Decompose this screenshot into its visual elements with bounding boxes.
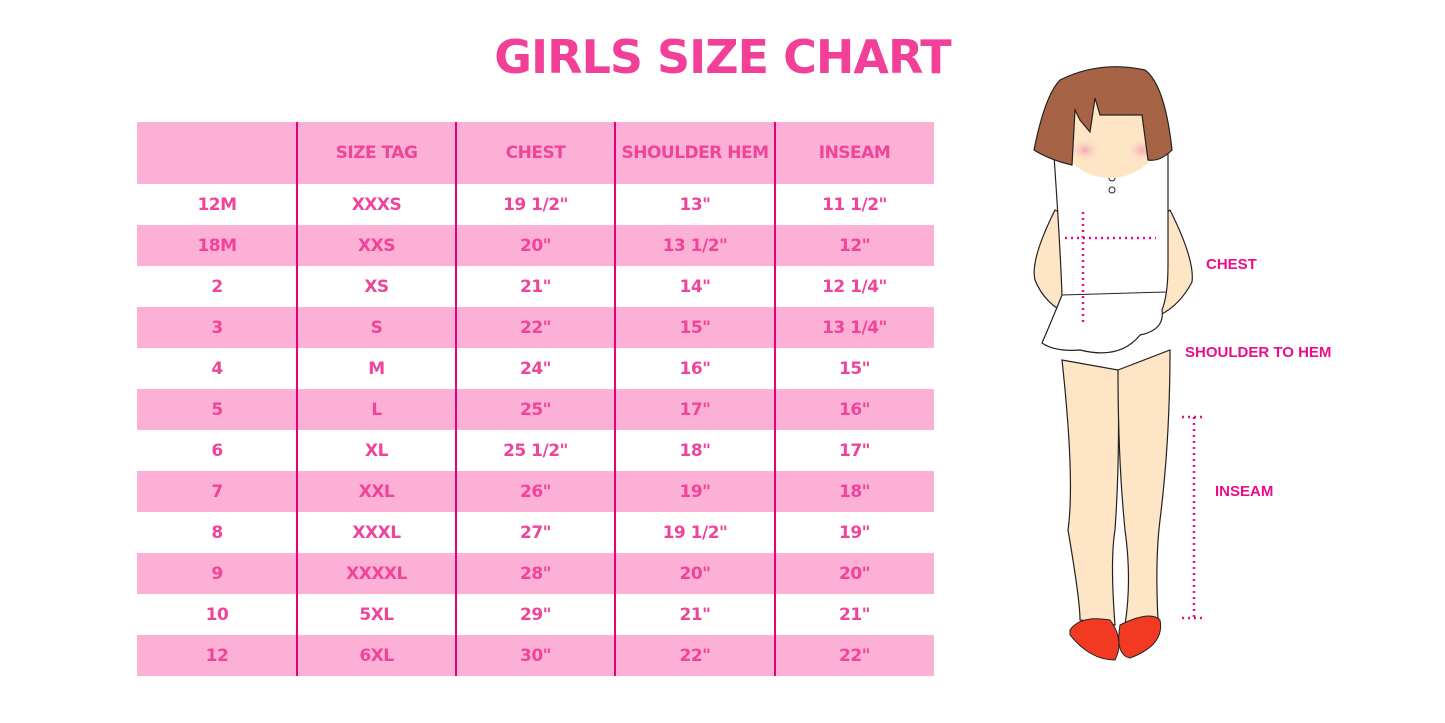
value-cell: 27" <box>519 522 552 543</box>
value-cell: 13 1/4" <box>822 317 887 338</box>
value-cell: XXL <box>358 481 395 502</box>
table-row: 10 5XL 29" 21" 21" <box>137 594 934 635</box>
value-cell: XS <box>364 276 389 297</box>
value-cell: 5XL <box>359 604 394 625</box>
value-cell: 18" <box>679 440 711 461</box>
value-cell: 21" <box>519 276 552 297</box>
value-cell: 12" <box>838 235 871 256</box>
value-cell: 21" <box>679 604 711 625</box>
value-cell: 30" <box>519 645 552 666</box>
value-cell: XXXS <box>351 194 402 215</box>
value-cell: 25" <box>519 399 552 420</box>
size-cell: 8 <box>211 522 223 543</box>
value-cell: 26" <box>519 481 552 502</box>
column-divider <box>296 122 298 676</box>
value-cell: XXXL <box>352 522 401 543</box>
table-row: 9 XXXXL 28" 20" 20" <box>137 553 934 594</box>
page-title: GIRLS SIZE CHART <box>494 30 951 84</box>
value-cell: 25 1/2" <box>503 440 568 461</box>
size-cell: 12 <box>205 645 229 666</box>
size-cell: 2 <box>211 276 223 297</box>
size-cell: 18M <box>197 235 237 256</box>
inseam-label: INSEAM <box>1215 483 1274 500</box>
girl-measurement-illustration <box>1033 66 1202 661</box>
size-cell: 10 <box>205 604 229 625</box>
size-cell: 3 <box>211 317 223 338</box>
size-cell: 7 <box>211 481 223 502</box>
table-row: 5 L 25" 17" 16" <box>137 389 934 430</box>
table-row: 12M XXXS 19 1/2" 13" 11 1/2" <box>137 184 934 225</box>
value-cell: 20" <box>838 563 871 584</box>
value-cell: 13 1/2" <box>662 235 728 256</box>
header-cell: CHEST <box>505 143 566 163</box>
value-cell: 18" <box>838 481 871 502</box>
size-cell: 4 <box>211 358 223 379</box>
right-shoe <box>1118 615 1162 659</box>
table-row: 7 XXL 26" 19" 18" <box>137 471 934 512</box>
size-cell: 6 <box>211 440 223 461</box>
size-cell: 5 <box>211 399 223 420</box>
value-cell: 19 1/2" <box>662 522 728 543</box>
value-cell: XL <box>365 440 388 461</box>
value-cell: M <box>368 358 385 379</box>
size-cell: 12M <box>197 194 237 215</box>
value-cell: 20" <box>519 235 552 256</box>
value-cell: 19" <box>679 481 711 502</box>
value-cell: 22" <box>838 645 871 666</box>
column-divider <box>774 122 776 676</box>
value-cell: 14" <box>679 276 711 297</box>
header-cell: SHOULDER HEM <box>621 143 769 163</box>
header-cell: INSEAM <box>818 143 891 163</box>
table-row: 8 XXXL 27" 19 1/2" 19" <box>137 512 934 553</box>
left-shoe <box>1069 618 1120 661</box>
value-cell: 13" <box>679 194 711 215</box>
value-cell: 19 1/2" <box>503 194 568 215</box>
waistline <box>1061 291 1168 296</box>
value-cell: 29" <box>519 604 552 625</box>
value-cell: 22" <box>519 317 552 338</box>
blush <box>1069 138 1101 162</box>
value-cell: 20" <box>679 563 711 584</box>
hair <box>1033 66 1173 166</box>
table-row: 12 6XL 30" 22" 22" <box>137 635 934 676</box>
value-cell: 21" <box>838 604 871 625</box>
table-row: 4 M 24" 16" 15" <box>137 348 934 389</box>
size-table: SIZE TAG CHEST SHOULDER HEM INSEAM 12M XX… <box>137 122 934 676</box>
value-cell: 28" <box>519 563 552 584</box>
table-header-row: SIZE TAG CHEST SHOULDER HEM INSEAM <box>137 122 934 184</box>
chest-label: CHEST <box>1206 256 1257 273</box>
value-cell: 17" <box>679 399 711 420</box>
value-cell: XXXXL <box>346 563 407 584</box>
value-cell: 15" <box>679 317 711 338</box>
value-cell: XXS <box>358 235 395 256</box>
value-cell: 19" <box>838 522 871 543</box>
value-cell: 24" <box>519 358 552 379</box>
left-leg <box>1061 359 1120 626</box>
header-cell <box>137 122 297 184</box>
value-cell: 6XL <box>359 645 394 666</box>
value-cell: 16" <box>679 358 711 379</box>
shoulder-to-hem-label: SHOULDER TO HEM <box>1185 344 1332 361</box>
column-divider <box>455 122 457 676</box>
table-row: 18M XXS 20" 13 1/2" 12" <box>137 225 934 266</box>
value-cell: S <box>370 317 383 338</box>
value-cell: 16" <box>838 399 871 420</box>
table-row: 3 S 22" 15" 13 1/4" <box>137 307 934 348</box>
column-divider <box>614 122 616 676</box>
table-row: 2 XS 21" 14" 12 1/4" <box>137 266 934 307</box>
value-cell: L <box>371 399 382 420</box>
size-cell: 9 <box>211 563 223 584</box>
button <box>1108 186 1116 194</box>
value-cell: 15" <box>838 358 871 379</box>
value-cell: 11 1/2" <box>822 194 887 215</box>
value-cell: 22" <box>679 645 711 666</box>
right-leg <box>1117 349 1171 626</box>
value-cell: 12 1/4" <box>822 276 887 297</box>
header-cell: SIZE TAG <box>335 143 418 163</box>
table-row: 6 XL 25 1/2" 18" 17" <box>137 430 934 471</box>
value-cell: 17" <box>838 440 871 461</box>
